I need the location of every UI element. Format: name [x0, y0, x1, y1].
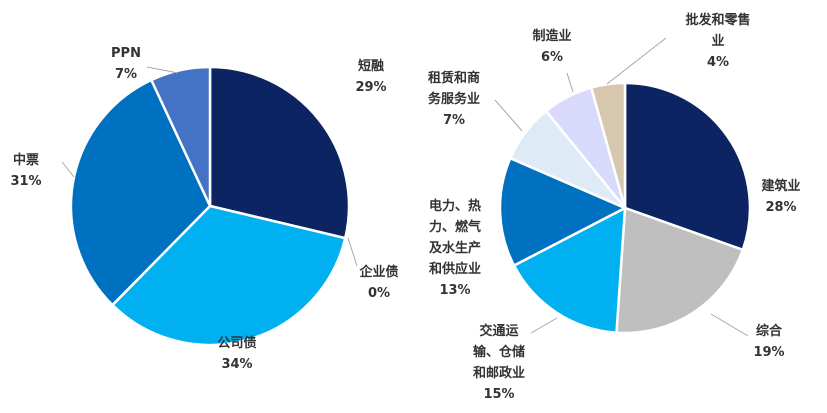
- industry-value-label-3: 13%: [439, 283, 470, 298]
- bond-type-value-label-1: 0%: [368, 286, 390, 301]
- industry-label-4: 务服务业: [428, 91, 480, 107]
- industry-label-2: 交通运: [479, 323, 518, 339]
- bond-type-slice-4: [149, 65, 212, 207]
- bond-type-value-label-4: 7%: [115, 67, 137, 82]
- industry-label-3: 及水生产: [429, 240, 481, 256]
- bond-type-value-label-2: 34%: [221, 357, 252, 372]
- industry-slice-3: [498, 156, 628, 268]
- industry-leader-line-1: [710, 313, 749, 337]
- bond-type-slice-3: [69, 78, 212, 307]
- bond-type-label-0: 短融: [358, 58, 384, 74]
- industry-leader-line-5: [566, 72, 574, 93]
- bond-type-slice-2: [110, 204, 347, 347]
- bond-type-leader-line-3: [61, 161, 75, 178]
- industry-label-3: 力、燃气: [429, 219, 481, 235]
- bond-type-label-2: 公司债: [217, 335, 256, 351]
- industry-value-label-6: 4%: [707, 55, 729, 70]
- industry-value-label-5: 6%: [541, 50, 563, 65]
- industry-label-6: 业: [711, 33, 724, 49]
- bond-type-value-label-0: 29%: [355, 80, 386, 95]
- industry-label-2: 和邮政业: [473, 365, 525, 381]
- industry-label-1: 综合: [756, 323, 783, 339]
- industry-slice-1: [615, 206, 745, 335]
- industry-label-3: 电力、热: [429, 198, 481, 214]
- bond-type-leader-line-4: [146, 66, 179, 74]
- industry-leader-line-6: [606, 37, 667, 85]
- industry-label-6: 批发和零售: [685, 12, 750, 28]
- industry-label-5: 制造业: [532, 28, 571, 44]
- industry-leader-line-2: [530, 317, 558, 334]
- bond-type-label-1: 企业债: [358, 264, 398, 280]
- bond-type-slice-0: [208, 65, 351, 240]
- industry-value-label-4: 7%: [443, 113, 465, 128]
- industry-slice-0: [623, 81, 752, 252]
- industry-value-label-2: 15%: [483, 387, 514, 402]
- industry-slice-6: [589, 81, 627, 209]
- bond-type-label-4: PPN: [111, 46, 141, 61]
- industry-label-3: 和供应业: [429, 261, 481, 277]
- pie-chart-bond-type: 短融 29% 企业债 0% 公司债 34% 中票 31% PPN 7%: [10, 46, 398, 372]
- industry-label-2: 输、仓储: [473, 344, 525, 360]
- bond-type-value-label-3: 31%: [10, 174, 41, 189]
- industry-value-label-0: 28%: [765, 200, 796, 215]
- industry-value-label-1: 19%: [753, 345, 784, 360]
- bond-type-label-3: 中票: [13, 152, 39, 168]
- industry-leader-line-4: [494, 99, 523, 132]
- industry-label-4: 租赁和商: [428, 70, 480, 86]
- industry-slice-2: [512, 205, 627, 335]
- bond-type-leader-line-1: [347, 237, 358, 267]
- industry-label-0: 建筑业: [761, 178, 800, 194]
